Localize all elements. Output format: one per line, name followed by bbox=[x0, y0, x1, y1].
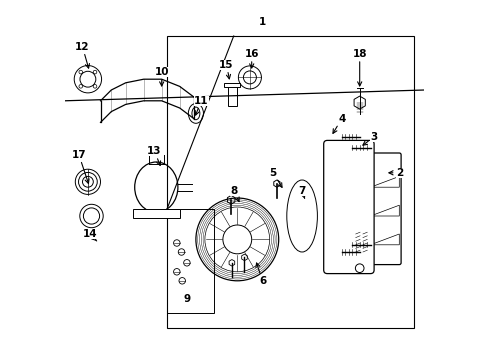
Text: 18: 18 bbox=[352, 49, 366, 86]
Text: 2: 2 bbox=[388, 168, 402, 178]
FancyBboxPatch shape bbox=[323, 140, 373, 274]
Text: 17: 17 bbox=[71, 150, 89, 183]
Text: 13: 13 bbox=[147, 146, 162, 166]
Text: 8: 8 bbox=[230, 186, 239, 202]
Text: 1: 1 bbox=[258, 17, 265, 27]
Text: 7: 7 bbox=[298, 186, 305, 198]
Bar bbox=[227, 85, 236, 106]
Text: 3: 3 bbox=[362, 132, 377, 145]
Text: 11: 11 bbox=[194, 96, 208, 115]
Text: 6: 6 bbox=[255, 263, 265, 286]
FancyBboxPatch shape bbox=[368, 153, 400, 265]
Text: 14: 14 bbox=[82, 229, 97, 241]
Text: 4: 4 bbox=[332, 114, 345, 133]
Text: 12: 12 bbox=[75, 42, 90, 68]
Text: 10: 10 bbox=[154, 67, 169, 86]
Text: 9: 9 bbox=[183, 294, 190, 304]
Bar bbox=[133, 209, 179, 218]
Bar bbox=[224, 83, 239, 87]
Text: 5: 5 bbox=[269, 168, 282, 187]
Text: 16: 16 bbox=[244, 49, 259, 68]
Text: 15: 15 bbox=[219, 60, 233, 79]
